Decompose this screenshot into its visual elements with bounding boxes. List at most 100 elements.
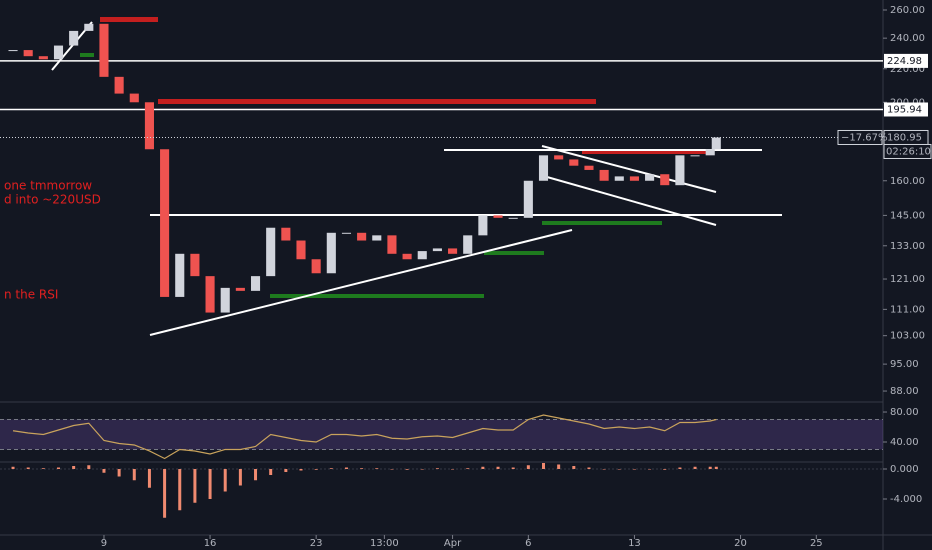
x-tick-label: 9 — [101, 538, 107, 549]
support-zone — [80, 53, 94, 57]
histogram-bar — [678, 467, 682, 469]
histogram-bar — [193, 469, 197, 503]
x-tick-label: 25 — [810, 538, 823, 549]
support-zone — [542, 221, 662, 225]
histogram-bar — [511, 467, 515, 469]
histogram-bar — [41, 468, 45, 469]
candle — [705, 149, 715, 156]
histogram-bar — [526, 465, 530, 469]
change-tag — [837, 129, 883, 145]
annotation: n the RSI — [4, 288, 58, 302]
candle — [220, 287, 230, 313]
candle — [463, 235, 473, 254]
histogram-bar — [708, 466, 712, 469]
candle — [8, 50, 18, 52]
y-tick-label: 220.00 — [890, 64, 925, 75]
histogram-bar — [223, 469, 227, 492]
candle — [311, 259, 321, 274]
candle — [629, 176, 639, 181]
y-tick-label: 95.00 — [890, 359, 919, 370]
candle — [402, 253, 412, 260]
histogram-bar — [132, 469, 136, 481]
candle — [281, 227, 291, 241]
candle — [175, 253, 185, 297]
histogram-bar — [587, 467, 591, 469]
candle — [660, 174, 670, 186]
candle — [69, 30, 79, 46]
x-tick-label: 13:00 — [370, 538, 399, 549]
histogram-bar — [57, 467, 61, 469]
x-tick-label: 13 — [628, 538, 641, 549]
histogram-bar — [663, 469, 667, 470]
histogram-bar — [617, 469, 621, 470]
level-label: 224.98 — [887, 56, 922, 67]
histogram-bar — [632, 469, 636, 470]
candle — [387, 235, 397, 254]
histogram-bar — [344, 467, 348, 469]
histogram-bar — [390, 469, 394, 470]
y-tick-label: 88.00 — [890, 386, 919, 397]
candle — [614, 176, 624, 181]
candle — [711, 137, 721, 150]
histogram-bar — [87, 465, 91, 469]
candle — [53, 45, 64, 60]
y-tick-label: 260.00 — [890, 5, 925, 16]
histogram-bar — [238, 469, 242, 486]
candle — [690, 155, 700, 157]
x-tick-label: Apr — [444, 538, 462, 549]
candle — [99, 23, 109, 77]
candle — [250, 276, 261, 291]
y-tick-label: 133.00 — [890, 241, 925, 252]
rsi-line — [12, 414, 717, 460]
candle — [584, 165, 594, 170]
histogram-bar — [420, 469, 424, 470]
y-tick-label: 40.00 — [890, 437, 919, 448]
histogram-bar — [254, 469, 258, 481]
change-label: −17.67% — [841, 132, 888, 143]
candle — [372, 235, 382, 241]
level-tag — [884, 102, 928, 117]
candle — [675, 155, 685, 186]
candle — [235, 287, 245, 291]
candle — [190, 253, 200, 277]
resistance-zone — [100, 17, 158, 22]
histogram-bar — [147, 469, 151, 488]
histogram-bar — [314, 469, 318, 470]
support-zone — [484, 251, 544, 255]
x-tick-label: 20 — [734, 538, 747, 549]
x-tick-label: 16 — [204, 538, 217, 549]
x-tick-label: 23 — [310, 538, 323, 549]
histogram-bar — [11, 466, 15, 469]
histogram-bar — [26, 467, 30, 469]
y-tick-label: 240.00 — [890, 33, 925, 44]
y-tick-label: 160.00 — [890, 176, 925, 187]
last-label: 180.95 — [887, 132, 922, 143]
histogram-bar — [375, 468, 379, 469]
rsi-band — [0, 419, 883, 450]
level-tag — [884, 53, 928, 68]
candle — [508, 217, 518, 219]
candle — [266, 227, 276, 277]
histogram-bar — [72, 466, 76, 469]
candle — [296, 240, 306, 260]
y-tick-label: 111.00 — [890, 304, 925, 315]
candle — [645, 174, 655, 181]
candle — [432, 248, 442, 252]
y-tick-label: 0.000 — [890, 464, 919, 475]
x-tick-label: 6 — [525, 538, 531, 549]
candle — [38, 56, 48, 60]
candle — [205, 276, 215, 313]
candle — [599, 169, 609, 181]
trend-line — [539, 174, 717, 226]
histogram-bar — [451, 469, 455, 470]
histogram-bar — [178, 469, 182, 511]
annotation: one tmmorrow — [4, 179, 92, 193]
histogram-bar — [284, 469, 288, 472]
y-tick-label: -4.000 — [890, 494, 922, 505]
candle — [341, 232, 352, 234]
histogram-bar — [435, 468, 439, 469]
trend-line — [149, 229, 573, 336]
